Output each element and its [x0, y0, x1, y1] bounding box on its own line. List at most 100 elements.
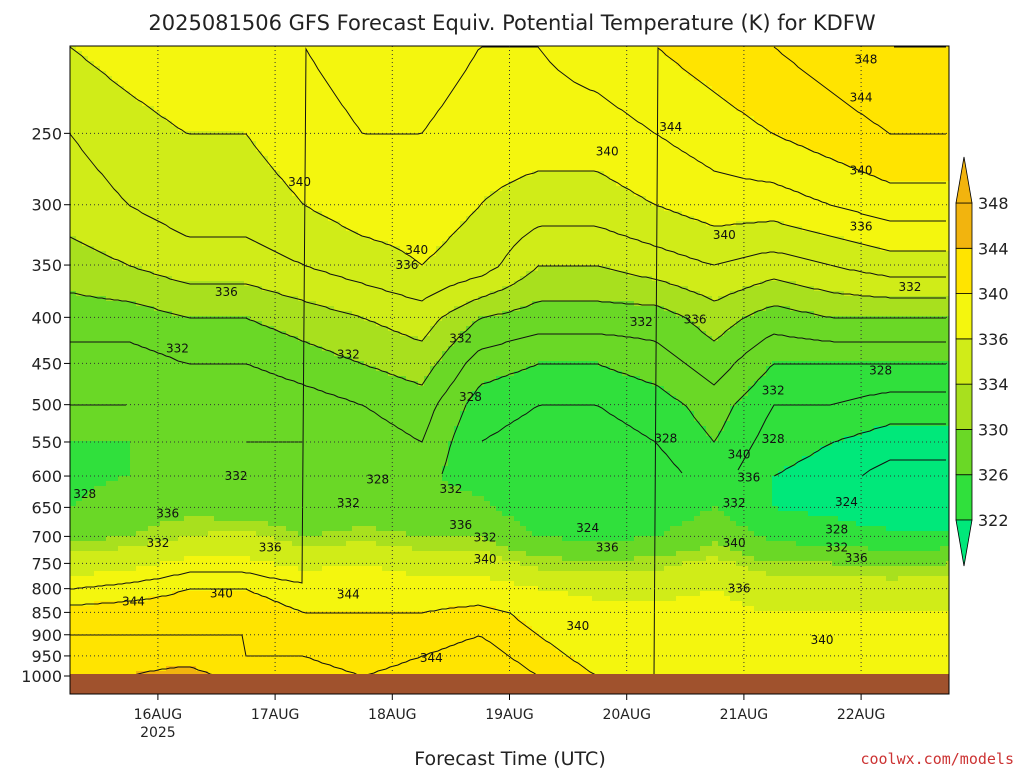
heatmap-cell	[178, 456, 185, 462]
heatmap-cell	[100, 216, 107, 222]
heatmap-cell	[118, 521, 125, 527]
heatmap-cell	[142, 521, 149, 527]
heatmap-cell	[244, 46, 251, 52]
heatmap-cell	[232, 201, 239, 207]
heatmap-cell	[226, 436, 233, 442]
heatmap-cell	[190, 566, 197, 572]
heatmap-cell	[226, 321, 233, 327]
heatmap-cell	[250, 176, 257, 182]
heatmap-cell	[76, 436, 83, 442]
heatmap-cell	[202, 266, 209, 272]
heatmap-cell	[76, 621, 83, 627]
heatmap-cell	[160, 581, 167, 587]
heatmap-cell	[100, 271, 107, 277]
heatmap-cell	[286, 591, 293, 597]
heatmap-cell	[136, 336, 143, 342]
heatmap-cell	[202, 251, 209, 257]
heatmap-cell	[154, 341, 161, 347]
heatmap-cell	[154, 411, 161, 417]
heatmap-cell	[106, 221, 113, 227]
heatmap-cell	[130, 181, 137, 187]
heatmap-cell	[268, 146, 275, 152]
heatmap-cell	[262, 641, 269, 647]
heatmap-cell	[142, 451, 149, 457]
heatmap-cell	[274, 166, 281, 172]
heatmap-cell	[274, 176, 281, 182]
heatmap-cell	[118, 366, 125, 372]
heatmap-cell	[106, 246, 113, 252]
heatmap-cell	[286, 611, 293, 617]
heatmap-cell	[232, 476, 239, 482]
heatmap-cell	[88, 561, 95, 567]
heatmap-cell	[292, 566, 299, 572]
heatmap-cell	[88, 206, 95, 212]
heatmap-cell	[214, 226, 221, 232]
heatmap-cell	[274, 246, 281, 252]
heatmap-cell	[304, 296, 311, 302]
heatmap-cell	[202, 556, 209, 562]
heatmap-cell	[94, 256, 101, 262]
heatmap-cell	[256, 356, 263, 362]
heatmap-cell	[280, 531, 287, 537]
heatmap-cell	[226, 66, 233, 72]
heatmap-cell	[286, 261, 293, 267]
heatmap-cell	[202, 651, 209, 657]
heatmap-cell	[226, 646, 233, 652]
heatmap-cell	[130, 616, 137, 622]
heatmap-cell	[286, 106, 293, 112]
heatmap-cell	[304, 76, 311, 82]
heatmap-cell	[76, 456, 83, 462]
heatmap-cell	[160, 596, 167, 602]
heatmap-cell	[124, 66, 131, 72]
heatmap-cell	[166, 541, 173, 547]
heatmap-cell	[166, 446, 173, 452]
heatmap-cell	[82, 216, 89, 222]
heatmap-cell	[112, 71, 119, 77]
heatmap-cell	[154, 656, 161, 662]
heatmap-cell	[112, 531, 119, 537]
heatmap-cell	[136, 446, 143, 452]
heatmap-cell	[202, 141, 209, 147]
heatmap-cell	[262, 461, 269, 467]
heatmap-cell	[106, 436, 113, 442]
heatmap-cell	[238, 251, 245, 257]
heatmap-cell	[178, 451, 185, 457]
heatmap-cell	[136, 586, 143, 592]
heatmap-cell	[112, 656, 119, 662]
heatmap-cell	[256, 236, 263, 242]
heatmap-cell	[88, 486, 95, 492]
heatmap-cell	[172, 251, 179, 257]
heatmap-cell	[244, 641, 251, 647]
heatmap-cell	[82, 276, 89, 282]
heatmap-cell	[280, 386, 287, 392]
heatmap-cell	[274, 421, 281, 427]
heatmap-cell	[286, 201, 293, 207]
heatmap-cell	[166, 126, 173, 132]
heatmap-cell	[184, 661, 191, 667]
heatmap-cell	[292, 166, 299, 172]
heatmap-cell	[88, 471, 95, 477]
heatmap-cell	[142, 76, 149, 82]
heatmap-cell	[220, 246, 227, 252]
heatmap-cell	[142, 426, 149, 432]
heatmap-cell	[94, 196, 101, 202]
heatmap-cell	[262, 671, 269, 674]
heatmap-cell	[148, 131, 155, 137]
heatmap-cell	[112, 466, 119, 472]
heatmap-cell	[106, 636, 113, 642]
heatmap-cell	[280, 646, 287, 652]
heatmap-cell	[244, 226, 251, 232]
heatmap-cell	[274, 426, 281, 432]
heatmap-cell	[250, 511, 257, 517]
heatmap-cell	[244, 121, 251, 127]
heatmap-cell	[172, 351, 179, 357]
heatmap-cell	[106, 586, 113, 592]
heatmap-cell	[82, 391, 89, 397]
heatmap-cell	[232, 376, 239, 382]
heatmap-cell	[154, 401, 161, 407]
heatmap-cell	[238, 166, 245, 172]
heatmap-cell	[76, 551, 83, 557]
heatmap-cell	[274, 91, 281, 97]
heatmap-cell	[250, 106, 257, 112]
heatmap-cell	[274, 516, 281, 522]
